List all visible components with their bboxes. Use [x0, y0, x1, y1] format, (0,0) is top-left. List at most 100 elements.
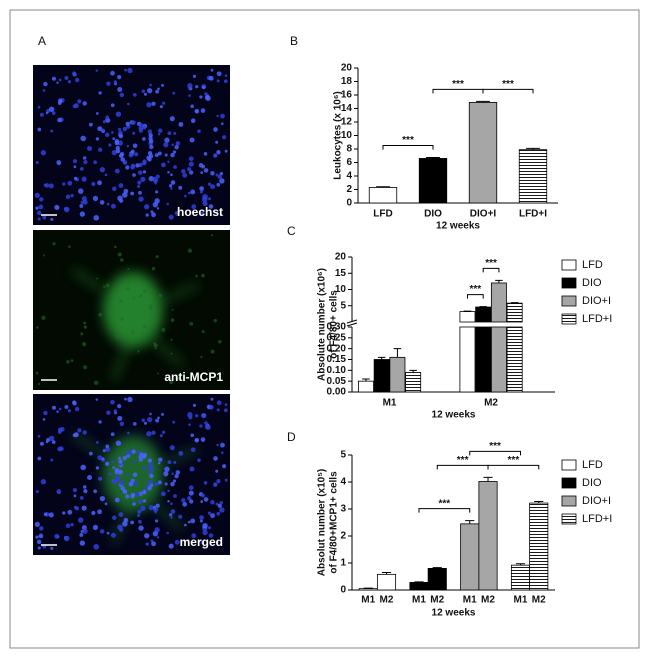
- nucleus: [215, 211, 219, 215]
- nucleus: [137, 499, 143, 504]
- bar: [490, 282, 507, 323]
- significance-bracket: [418, 508, 471, 513]
- nucleus: [156, 207, 160, 210]
- nucleus: [77, 517, 84, 523]
- nucleus: [141, 89, 146, 93]
- nucleus: [202, 414, 206, 419]
- nucleus: [173, 165, 177, 169]
- nucleus: [92, 524, 99, 531]
- nucleus: [172, 150, 177, 154]
- nucleus: [151, 267, 156, 271]
- x-tick-label: M1: [514, 595, 528, 606]
- nucleus: [79, 167, 84, 171]
- nucleus: [118, 183, 124, 188]
- legend-swatch: [561, 295, 577, 307]
- nucleus: [217, 503, 222, 508]
- nucleus: [154, 511, 157, 514]
- nucleus: [130, 191, 135, 196]
- nucleus: [187, 167, 192, 172]
- x-axis-title: 12 weeks: [436, 221, 480, 232]
- nucleus: [45, 111, 49, 115]
- nucleus: [146, 416, 153, 423]
- nucleus: [175, 141, 181, 146]
- nucleus: [104, 502, 108, 506]
- nucleus: [159, 434, 163, 438]
- y-tick-label: 0.30: [327, 322, 347, 333]
- nucleus: [130, 165, 135, 170]
- nucleus: [67, 409, 72, 413]
- bar: [518, 149, 548, 204]
- nucleus: [64, 206, 70, 213]
- nucleus: [216, 400, 222, 406]
- y-tick-label: 4: [346, 171, 352, 182]
- nucleus: [51, 405, 56, 410]
- nucleus: [144, 533, 150, 539]
- nucleus: [93, 489, 98, 494]
- nucleus: [157, 480, 162, 485]
- nucleus: [98, 420, 102, 424]
- nucleus: [190, 433, 194, 438]
- nucleus: [187, 248, 193, 253]
- nucleus: [173, 494, 177, 498]
- nucleus: [149, 144, 154, 150]
- nucleus: [170, 516, 173, 519]
- nucleus: [82, 430, 87, 435]
- error-bar: [526, 147, 540, 150]
- nucleus: [110, 432, 115, 437]
- nucleus: [106, 531, 110, 535]
- significance-label: ***: [508, 455, 520, 466]
- nucleus: [194, 437, 200, 443]
- nucleus: [149, 412, 152, 416]
- error-bar: [476, 100, 490, 103]
- nucleus: [120, 317, 124, 321]
- y-tick-label: 0: [340, 585, 346, 596]
- nucleus: [125, 450, 130, 456]
- nucleus: [184, 194, 187, 198]
- significance-bracket: [482, 88, 534, 94]
- nucleus: [137, 350, 140, 353]
- nucleus: [112, 186, 117, 192]
- nucleus: [113, 245, 117, 249]
- nucleus: [97, 126, 103, 132]
- legend-label: DIO: [582, 477, 602, 489]
- nucleus: [142, 489, 147, 495]
- nucleus: [127, 431, 130, 435]
- nucleus: [208, 533, 214, 538]
- nucleus: [142, 466, 146, 470]
- nucleus: [56, 81, 59, 84]
- nucleus: [138, 519, 142, 524]
- nucleus: [131, 120, 136, 125]
- nucleus: [95, 398, 98, 401]
- nucleus: [189, 137, 195, 143]
- nucleus: [36, 326, 39, 329]
- nucleus: [111, 150, 117, 156]
- nucleus: [92, 195, 99, 202]
- nucleus: [95, 112, 99, 115]
- legend-swatch: [561, 313, 577, 325]
- nucleus: [54, 204, 60, 210]
- x-tick-label: M1: [412, 595, 426, 606]
- nucleus: [137, 184, 141, 188]
- nucleus: [167, 460, 172, 465]
- y-tick-label: 0: [346, 198, 352, 209]
- y-axis-title: of F4/80+MCP1+ cells: [329, 471, 340, 574]
- nucleus: [34, 521, 40, 527]
- nucleus: [199, 424, 203, 428]
- legend-label: DIO+I: [582, 295, 611, 307]
- nucleus: [210, 234, 214, 237]
- nucleus: [152, 201, 159, 208]
- y-tick-label: 10: [341, 130, 353, 141]
- nucleus: [201, 330, 205, 334]
- nucleus: [161, 162, 166, 168]
- nucleus: [119, 299, 123, 303]
- nucleus: [48, 106, 55, 113]
- nucleus: [37, 546, 41, 550]
- y-tick-label: 10: [335, 284, 347, 295]
- nucleus: [190, 518, 196, 524]
- nucleus: [93, 380, 99, 386]
- nucleus: [163, 471, 169, 477]
- nucleus: [195, 85, 199, 89]
- y-tick-label: 0.10: [327, 365, 347, 376]
- y-tick-label: 5: [340, 450, 346, 461]
- nucleus: [195, 414, 199, 418]
